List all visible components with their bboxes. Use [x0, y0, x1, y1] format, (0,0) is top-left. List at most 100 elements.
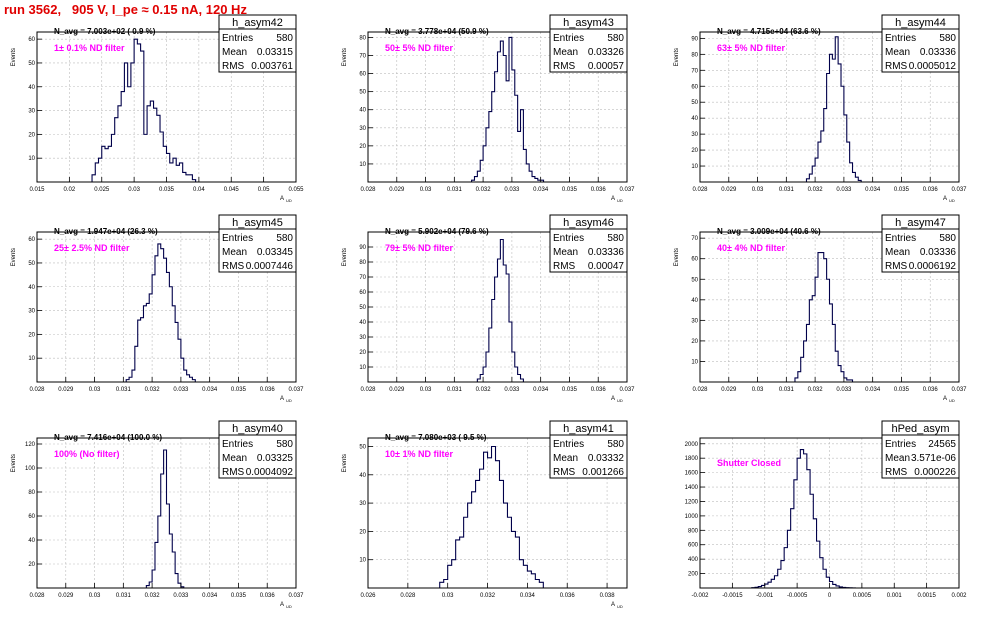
x-axis-label: A: [611, 196, 615, 202]
x-tick-label: 0.001: [887, 593, 903, 599]
y-tick-label: 70: [691, 236, 698, 242]
x-tick-label: 0.032: [808, 187, 824, 193]
y-tick-label: 40: [28, 85, 35, 91]
n-avg-annotation: N_avg = 3.009e+04 (40.6 %): [717, 227, 821, 236]
x-tick-label: 0.033: [836, 187, 852, 193]
stats-box: [549, 214, 628, 273]
x-axis-label-subscript: UD: [286, 398, 292, 403]
x-tick-label: 0.032: [480, 593, 496, 599]
x-tick-label: -0.0005: [787, 593, 808, 599]
n-avg-annotation: N_avg = 4.715e+04 (63.6 %): [717, 27, 821, 36]
x-axis-label-subscript: UD: [949, 398, 955, 403]
y-tick-label: 20: [28, 332, 35, 338]
x-tick-label: 0.0015: [917, 593, 936, 599]
y-tick-label: 40: [359, 473, 366, 479]
filter-annotation: 1± 0.1% ND filter: [54, 43, 125, 53]
stats-title: hPed_asym: [891, 423, 949, 435]
x-tick-label: 0.035: [231, 387, 247, 393]
stats-rms-value: 0.0007446: [246, 261, 294, 272]
x-axis-label: A: [611, 396, 615, 402]
x-tick-label: 0.037: [951, 187, 967, 193]
histogram-line: [805, 36, 862, 182]
x-tick-label: 0.035: [562, 187, 578, 193]
y-tick-label: 1600: [685, 471, 699, 477]
stats-mean-label: Mean: [553, 453, 578, 464]
x-tick-label: 0.03: [752, 187, 764, 193]
stats-rms-label: RMS: [553, 261, 576, 272]
stats-mean-label: Mean: [222, 247, 247, 258]
stats-entries-value: 580: [607, 233, 624, 244]
y-axis-label: Events: [674, 248, 680, 266]
stats-mean-value: 3.571e-06: [911, 453, 956, 464]
x-tick-label: 0.033: [504, 387, 520, 393]
y-tick-label: 10: [359, 162, 366, 168]
x-tick-label: 0.055: [288, 187, 304, 193]
y-tick-label: 60: [359, 72, 366, 78]
stats-title: h_asym40: [232, 423, 283, 435]
x-axis-label-subscript: UD: [949, 198, 955, 203]
y-tick-label: 30: [691, 318, 698, 324]
filter-annotation: 10± 1% ND filter: [385, 449, 453, 459]
x-axis-label: A: [611, 602, 615, 608]
x-tick-label: 0.034: [533, 387, 549, 393]
x-tick-label: 0.038: [600, 593, 616, 599]
y-tick-label: 90: [359, 245, 366, 251]
y-tick-label: 120: [25, 442, 36, 448]
y-axis-label: Events: [11, 454, 17, 472]
stats-title: h_asym42: [232, 17, 283, 29]
x-tick-label: 0.03: [420, 387, 432, 393]
stats-entries-value: 580: [607, 439, 624, 450]
plot-frame: [699, 231, 960, 383]
x-tick-label: 0.031: [116, 593, 132, 599]
x-tick-label: 0.031: [779, 187, 795, 193]
stats-title: h_asym43: [563, 17, 614, 29]
stats-entries-label: Entries: [885, 439, 916, 450]
x-axis-label: A: [280, 396, 284, 402]
stats-mean-value: 0.03336: [920, 47, 957, 58]
x-tick-label: 0.032: [476, 187, 492, 193]
x-tick-label: 0.034: [520, 593, 536, 599]
x-tick-label: 0.045: [224, 187, 240, 193]
stats-rms-value: 0.00057: [588, 61, 625, 72]
y-tick-label: 50: [28, 61, 35, 67]
y-tick-label: 50: [691, 277, 698, 283]
x-axis-label-subscript: UD: [617, 198, 623, 203]
y-tick-label: 50: [691, 100, 698, 106]
histogram-panel-h_asym44: 0.028 0.029 0.03 0.031 0.032 0.033 0.034 0.035 0…: [674, 14, 967, 203]
y-tick-label: 30: [359, 501, 366, 507]
y-axis-label: Events: [342, 454, 348, 472]
x-tick-label: -0.001: [756, 593, 774, 599]
plot-frame: [36, 437, 297, 589]
x-tick-label: 0.032: [476, 387, 492, 393]
histogram-line: [476, 238, 524, 382]
plot-frame: [699, 31, 960, 183]
filter-annotation: 25± 2.5% ND filter: [54, 243, 130, 253]
stats-mean-value: 0.03315: [257, 47, 294, 58]
x-axis-label: A: [280, 602, 284, 608]
x-tick-label: 0.03: [89, 387, 101, 393]
x-tick-label: 0.034: [202, 387, 218, 393]
x-tick-label: 0.0005: [853, 593, 872, 599]
x-tick-label: 0.036: [560, 593, 576, 599]
stats-mean-label: Mean: [885, 47, 910, 58]
filter-annotation: 40± 4% ND filter: [717, 243, 785, 253]
x-tick-label: 0.033: [173, 387, 189, 393]
stats-box: [881, 214, 960, 273]
y-tick-label: 40: [359, 320, 366, 326]
x-tick-label: 0.029: [58, 593, 74, 599]
stats-mean-label: Mean: [885, 453, 910, 464]
stats-rms-value: 0.000226: [914, 467, 956, 478]
x-tick-label: 0.031: [116, 387, 132, 393]
stats-rms-value: 0.0006192: [909, 261, 957, 272]
stats-box: [218, 420, 297, 479]
filter-annotation: Shutter Closed: [717, 458, 781, 468]
y-tick-label: 80: [359, 35, 366, 41]
filter-annotation: 63± 5% ND filter: [717, 43, 785, 53]
stats-entries-value: 580: [276, 233, 293, 244]
y-tick-label: 60: [691, 84, 698, 90]
y-tick-label: 40: [691, 298, 698, 304]
x-tick-label: 0.026: [360, 593, 376, 599]
x-tick-label: 0.032: [145, 387, 161, 393]
x-tick-label: 0: [828, 593, 832, 599]
